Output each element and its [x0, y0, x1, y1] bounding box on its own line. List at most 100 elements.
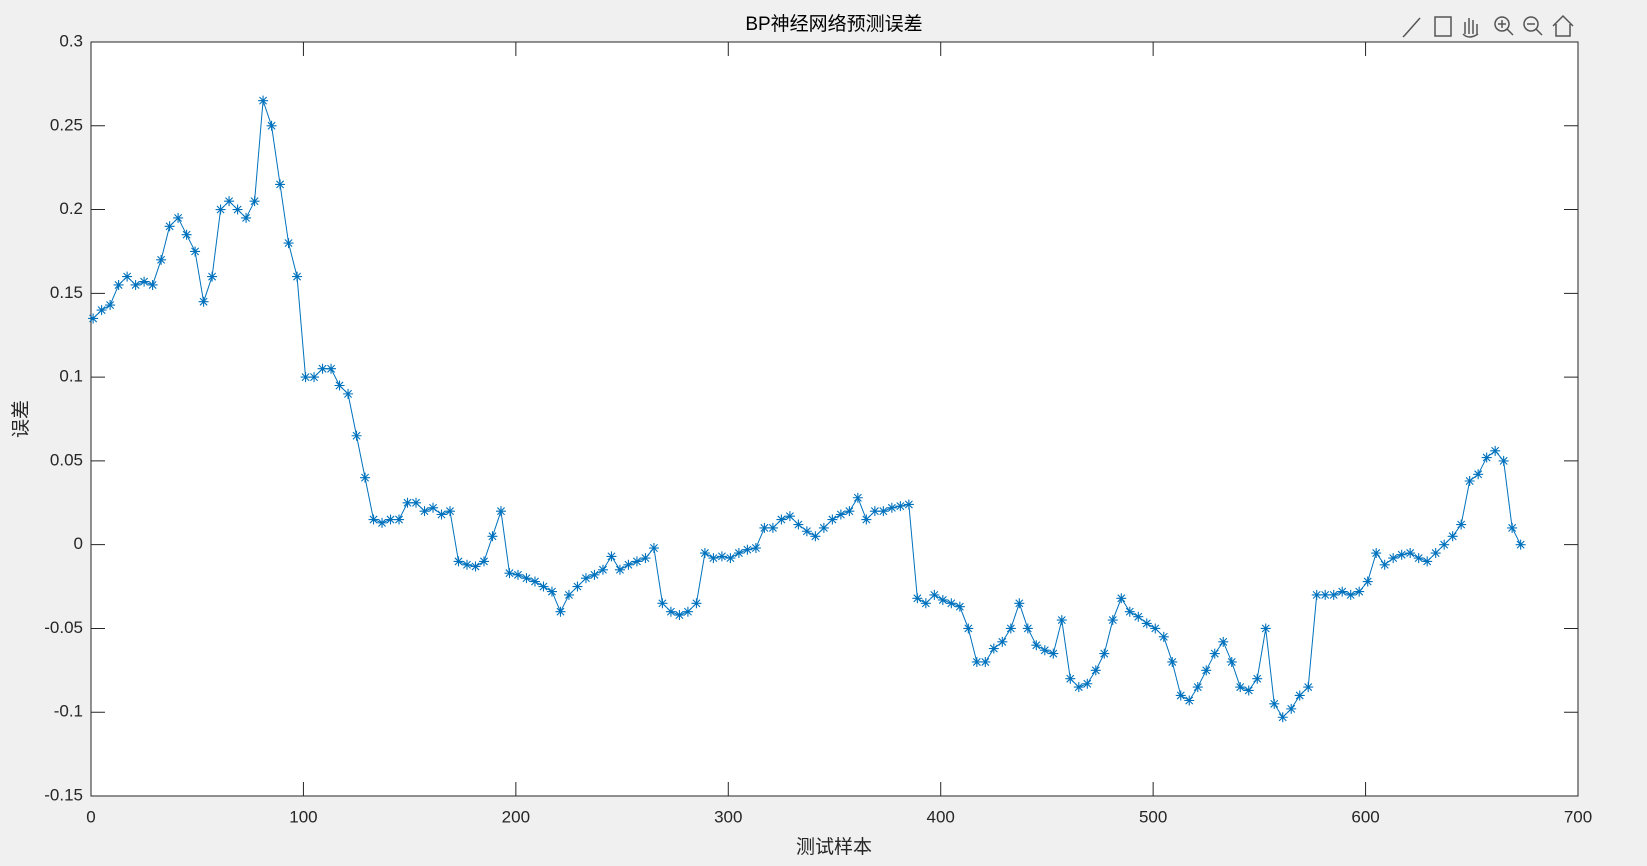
data-point: [1031, 640, 1042, 651]
pan-icon[interactable]: [1462, 18, 1479, 38]
data-point: [1184, 695, 1195, 706]
data-point: [130, 279, 141, 290]
data-point: [1158, 631, 1169, 642]
data-point: [1099, 648, 1110, 659]
y-tick-label: -0.1: [54, 702, 83, 721]
data-point: [326, 363, 337, 374]
data-point: [411, 497, 422, 508]
y-tick-label: 0.3: [59, 31, 83, 50]
data-point: [1269, 698, 1280, 709]
data-point: [869, 506, 880, 517]
data-point: [682, 606, 693, 617]
plot-area: [90, 41, 1579, 797]
data-point: [495, 506, 506, 517]
data-point: [1226, 656, 1237, 667]
data-point: [1515, 539, 1526, 550]
data-point: [283, 238, 294, 249]
data-point: [623, 559, 634, 570]
data-point: [1430, 548, 1441, 559]
data-point: [742, 544, 753, 555]
data-point: [351, 430, 362, 441]
data-point: [181, 229, 192, 240]
brush-icon[interactable]: [1402, 17, 1421, 38]
data-point: [963, 623, 974, 634]
data-point: [1328, 589, 1339, 600]
data-point: [776, 514, 787, 525]
data-point: [708, 553, 719, 564]
data-point: [835, 509, 846, 520]
data-point: [1260, 623, 1271, 634]
data-point: [470, 561, 481, 572]
data-point: [946, 598, 957, 609]
data-point: [445, 506, 456, 517]
data-point: [224, 196, 235, 207]
data-point: [1498, 455, 1509, 466]
x-tick-label: 300: [714, 807, 742, 826]
data-point: [198, 296, 209, 307]
data-point: [249, 196, 260, 207]
data-point: [1473, 469, 1484, 480]
data-point: [912, 593, 923, 604]
data-point: [113, 279, 124, 290]
data-point: [997, 636, 1008, 647]
data-point: [1388, 553, 1399, 564]
data-point: [852, 492, 863, 503]
data-point: [504, 568, 515, 579]
data-point: [360, 472, 371, 483]
data-point: [1311, 589, 1322, 600]
data-point: [1201, 665, 1212, 676]
data-point: [461, 559, 472, 570]
data-point: [334, 380, 345, 391]
y-tick-label: 0.2: [59, 199, 83, 218]
data-point: [546, 586, 557, 597]
data-point: [640, 553, 651, 564]
data-point: [88, 313, 99, 324]
x-tick-label: 200: [502, 807, 530, 826]
x-axis-label: 测试样本: [796, 836, 872, 858]
data-point: [1218, 636, 1229, 647]
data-point: [1379, 559, 1390, 570]
data-point: [801, 526, 812, 537]
y-tick-label: 0.1: [59, 367, 83, 386]
data-point: [1396, 549, 1407, 560]
data-point: [521, 573, 532, 584]
data-point: [793, 519, 804, 530]
data-point: [971, 656, 982, 667]
zoom-in-icon[interactable]: [1494, 16, 1510, 32]
data-point: [1175, 690, 1186, 701]
data-point: [368, 514, 379, 525]
data-point: [164, 221, 175, 232]
data-point: [292, 271, 303, 282]
chart-title: BP神经网络预测误差: [745, 13, 922, 35]
data-point: [1005, 623, 1016, 634]
zoom-out-icon[interactable]: [1523, 16, 1539, 32]
datatip-icon[interactable]: [1434, 16, 1452, 37]
data-point: [1209, 648, 1220, 659]
data-point: [903, 499, 914, 510]
home-icon[interactable]: [1552, 14, 1574, 37]
data-point: [988, 643, 999, 654]
data-point: [1150, 623, 1161, 634]
data-point: [1243, 685, 1254, 696]
data-point: [1286, 703, 1297, 714]
data-point: [428, 502, 439, 513]
data-point: [674, 610, 685, 621]
x-tick-label: 500: [1139, 807, 1167, 826]
data-point: [436, 509, 447, 520]
data-point: [606, 551, 617, 562]
data-point: [954, 601, 965, 612]
y-tick-label: 0: [74, 534, 83, 553]
data-point: [487, 531, 498, 542]
data-point: [1056, 615, 1067, 626]
data-point: [1192, 682, 1203, 693]
data-point: [300, 372, 311, 383]
data-point: [691, 598, 702, 609]
y-axis-label: 误差: [10, 400, 32, 438]
data-point: [1022, 623, 1033, 634]
data-point: [529, 576, 540, 587]
data-point: [929, 589, 940, 600]
data-point: [538, 581, 549, 592]
data-point: [725, 553, 736, 564]
data-point: [980, 656, 991, 667]
